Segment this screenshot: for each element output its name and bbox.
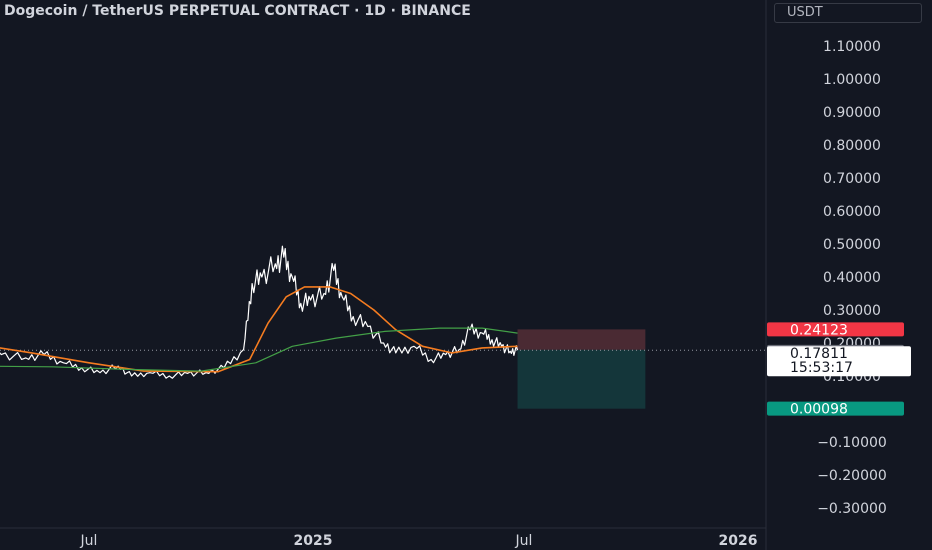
chart-title: Dogecoin / TetherUS PERPETUAL CONTRACT ·… <box>4 3 471 19</box>
y-tick-label: 0.50000 <box>823 237 881 253</box>
y-tick-label: 0.60000 <box>823 204 881 220</box>
y-tick-label: 0.40000 <box>823 270 881 286</box>
x-tick-label: 2025 <box>294 533 333 549</box>
y-tick-label: 0.70000 <box>823 171 881 187</box>
x-tick-label: Jul <box>80 533 98 549</box>
y-tick-label: 1.10000 <box>823 39 881 55</box>
stop-loss-zone[interactable] <box>517 329 646 350</box>
price-label-target: 0.00098 <box>767 401 904 418</box>
y-tick-label: 1.00000 <box>823 72 881 88</box>
series-line-price <box>0 245 519 379</box>
y-tick-label: −0.30000 <box>817 501 887 517</box>
x-tick-label: 2026 <box>719 533 758 549</box>
y-tick-label: 0.90000 <box>823 105 881 121</box>
series-line-ma <box>0 327 518 372</box>
x-tick-label: Jul <box>515 533 533 549</box>
price-label-value: 0.00098 <box>790 402 848 418</box>
y-tick-label: −0.20000 <box>817 468 887 484</box>
price-label-value: 0.17811 <box>790 346 848 362</box>
y-tick-label: 0.30000 <box>823 303 881 319</box>
y-tick-label: 0.80000 <box>823 138 881 154</box>
y-tick-label: −0.10000 <box>817 435 887 451</box>
currency-selector[interactable]: USDT <box>774 3 922 23</box>
series-line-ema <box>0 286 518 373</box>
price-label-stop: 0.24123 <box>767 322 904 338</box>
price-label-countdown: 15:53:17 <box>790 360 853 376</box>
price-label-value: 0.24123 <box>790 322 848 338</box>
take-profit-zone[interactable] <box>517 349 646 409</box>
